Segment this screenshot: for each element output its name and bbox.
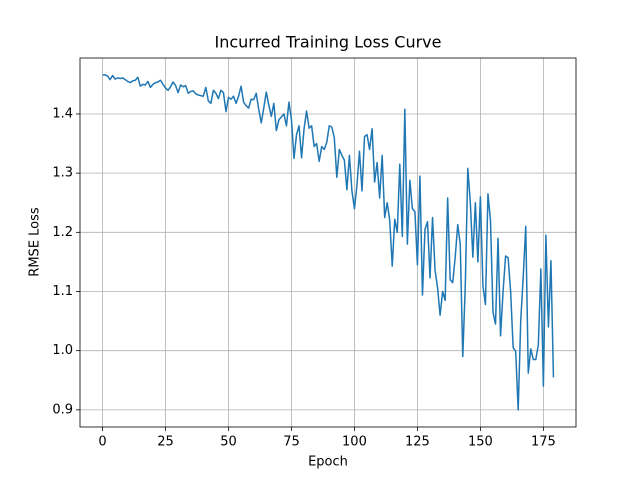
y-tick-label: 1.2 — [52, 225, 73, 240]
y-tick-label: 0.9 — [52, 402, 73, 417]
x-tick-label: 0 — [98, 435, 106, 450]
x-tick-label: 125 — [405, 435, 430, 450]
loss-line — [102, 74, 555, 411]
y-tick-label: 1.1 — [52, 284, 73, 299]
chart-title: Incurred Training Loss Curve — [214, 33, 441, 52]
x-tick-label: 175 — [531, 435, 556, 450]
x-tick-label: 150 — [468, 435, 493, 450]
y-tick-label: 1.4 — [52, 106, 73, 121]
x-tick-label: 100 — [342, 435, 367, 450]
y-tick-label: 1.3 — [52, 166, 73, 181]
plot-frame — [79, 57, 577, 428]
x-axis-label: Epoch — [308, 455, 348, 470]
x-tick-label: 25 — [157, 435, 174, 450]
x-tick-label: 50 — [220, 435, 237, 450]
x-tick-label: 75 — [283, 435, 300, 450]
y-axis-label: RMSE Loss — [28, 207, 43, 277]
y-tick-label: 1.0 — [52, 343, 73, 358]
